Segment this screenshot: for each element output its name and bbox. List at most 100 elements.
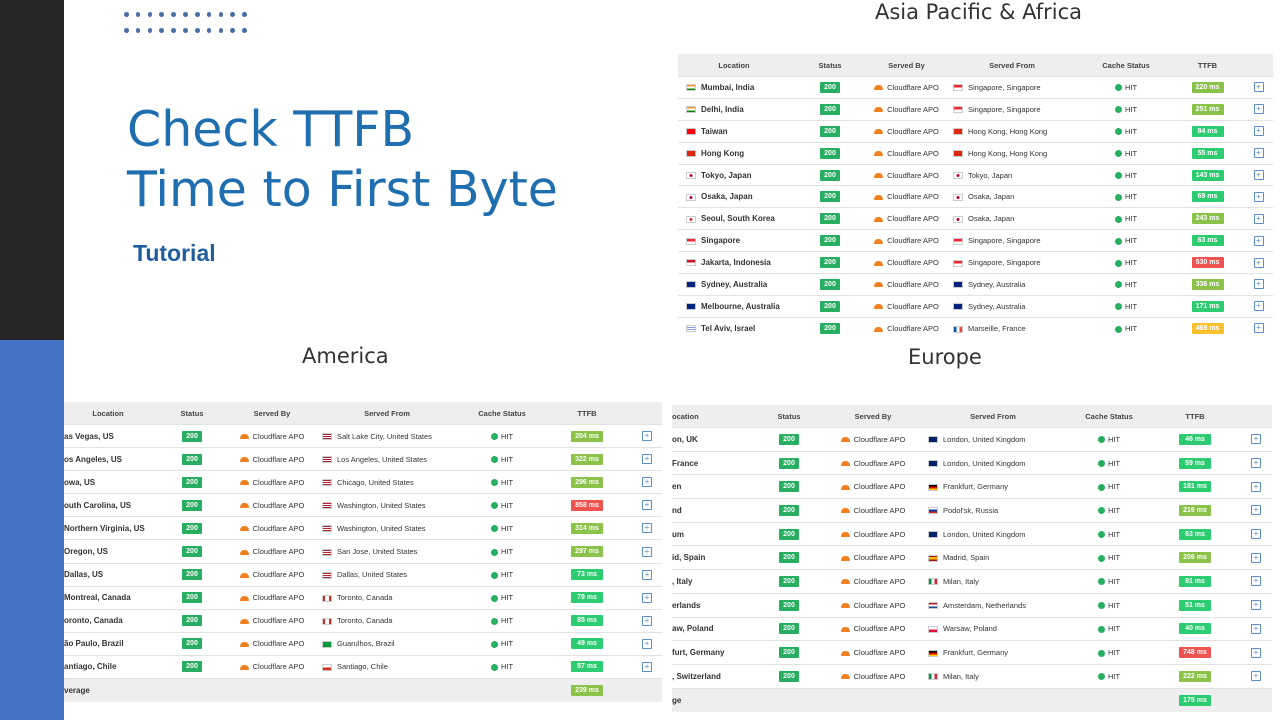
expand-plus-icon[interactable]: + [642,615,652,626]
cache-status-text: HIT [1124,301,1138,311]
location-text: Tel Aviv, Israel [701,323,756,333]
served-from-cell: Amsterdam, Netherlands [918,592,1068,617]
col-header-served-from: Served From [943,54,1081,77]
served-by-text: Cloudflare APO [887,126,939,136]
cache-status-text: HIT [500,570,514,580]
served-from-text: Osaka, Japan [968,192,1015,202]
expand-plus-icon[interactable]: + [1251,481,1261,492]
expand-plus-icon[interactable]: + [1253,170,1264,180]
slide-title: Check TTFB Time to First Byte [127,100,558,220]
check-circle-icon [1114,325,1122,333]
expand-cell: + [632,470,662,494]
expand-plus-icon[interactable]: + [1253,279,1264,290]
served-by-text: Cloudflare APO [887,279,939,289]
expand-plus-icon[interactable]: + [642,592,652,603]
location-text: aw, Poland [672,624,714,634]
average-empty-cell [750,687,828,712]
ttfb-cell: 51 ms [1150,592,1240,617]
expand-plus-icon[interactable]: + [1251,671,1261,682]
table-row: , Switzerland 200 Cloudflare APO Milan, Ita… [672,663,1272,689]
served-from-text: Madrid, Spain [943,553,990,563]
expand-plus-icon[interactable]: + [1253,213,1264,224]
average-label: verage [64,678,152,702]
ttfb-cell: 748 ms [1150,640,1240,665]
served-from-text: Salt Lake City, United States [337,431,432,441]
cache-status-text: HIT [1124,126,1138,136]
location-text: Dallas, US [64,570,104,580]
expand-plus-icon[interactable]: + [1251,647,1261,658]
expand-plus-icon[interactable]: + [1253,235,1264,246]
expand-plus-icon[interactable]: + [1251,458,1261,469]
location-text: Osaka, Japan [701,192,753,202]
expand-plus-icon[interactable]: + [1253,191,1264,202]
location-cell: antiago, Chile [64,654,152,679]
expand-plus-icon[interactable]: + [1251,600,1261,611]
status-badge: 200 [779,599,799,611]
served-from-text: Washington, United States [337,500,426,510]
table-row: nd 200 Cloudflare APO Podol'sk, Russia HIT 21… [672,498,1272,523]
expand-plus-icon[interactable]: + [1251,529,1261,540]
served-from-cell: Osaka, Japan [943,207,1081,230]
cache-status-text: HIT [500,639,514,649]
status-badge: 200 [779,647,799,659]
status-badge: 200 [820,322,840,334]
expand-plus-icon[interactable]: + [642,523,652,534]
expand-plus-icon[interactable]: + [642,546,652,557]
expand-plus-icon[interactable]: + [1253,82,1264,93]
table-row: Northern Virginia, US 200 Cloudflare APO Wa… [64,516,662,540]
served-by-cell: Cloudflare APO [828,592,918,617]
expand-plus-icon[interactable]: + [642,477,652,488]
expand-plus-icon[interactable]: + [1251,505,1261,516]
served-by-cell: Cloudflare APO [870,185,943,208]
expand-plus-icon[interactable]: + [1253,126,1264,137]
served-from-cell: Washington, United States [312,516,462,540]
expand-plus-icon[interactable]: + [1251,434,1261,445]
expand-plus-icon[interactable]: + [642,661,652,672]
location-text: owa, US [64,477,96,487]
status-cell: 200 [750,521,828,546]
status-badge: 200 [820,235,840,247]
country-flag-icon [953,150,963,158]
cache-status-cell: HIT [462,470,542,494]
cache-status-text: HIT [1124,148,1138,158]
ttfb-badge: 84 ms [1191,125,1224,137]
expand-plus-icon[interactable]: + [1251,552,1261,563]
expand-plus-icon[interactable]: + [1253,148,1264,159]
expand-plus-icon[interactable]: + [1251,576,1261,587]
cloudflare-icon [874,282,884,288]
expand-plus-icon[interactable]: + [642,500,652,511]
cloudflare-icon [239,618,249,624]
served-by-cell: Cloudflare APO [870,316,943,340]
country-flag-icon [953,172,963,180]
expand-plus-icon[interactable]: + [642,638,652,649]
expand-plus-icon[interactable]: + [1253,301,1264,312]
country-flag-icon [953,281,963,289]
country-flag-icon [686,259,696,267]
check-circle-icon [1097,531,1105,539]
status-badge: 200 [182,638,202,650]
cache-status-cell: HIT [1081,185,1171,208]
status-badge: 200 [182,453,202,465]
location-cell: oronto, Canada [64,608,152,633]
expand-plus-icon[interactable]: + [1253,104,1264,115]
location-cell: Mumbai, India [678,76,790,99]
check-circle-icon [1114,215,1122,223]
served-from-text: London, United Kingdom [943,434,1026,444]
expand-plus-icon[interactable]: + [1253,257,1264,268]
served-from-cell: Singapore, Singapore [943,76,1081,99]
expand-plus-icon[interactable]: + [1251,623,1261,634]
status-cell: 200 [750,640,828,665]
cache-status-text: HIT [500,662,514,672]
expand-plus-icon[interactable]: + [642,454,652,465]
served-from-cell: Marseille, France [943,316,1081,340]
expand-plus-icon[interactable]: + [642,431,652,442]
location-cell: um [672,521,750,546]
expand-plus-icon[interactable]: + [642,569,652,580]
cache-status-cell: HIT [1081,97,1171,121]
cloudflare-icon [239,641,249,647]
served-by-text: Cloudflare APO [853,576,906,586]
served-from-cell: London, United Kingdom [918,427,1068,452]
expand-cell: + [632,447,662,471]
expand-plus-icon[interactable]: + [1253,323,1264,334]
location-cell: furt, Germany [672,640,750,665]
